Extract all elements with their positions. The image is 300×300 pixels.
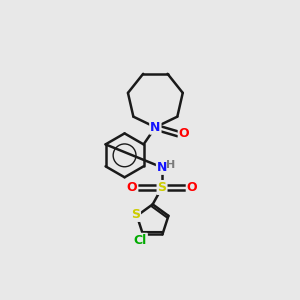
Text: S: S: [158, 181, 166, 194]
Text: O: O: [127, 181, 137, 194]
Text: Cl: Cl: [134, 234, 147, 247]
Text: O: O: [179, 128, 189, 140]
Text: N: N: [150, 121, 161, 134]
Text: S: S: [131, 208, 140, 221]
Text: H: H: [166, 160, 175, 170]
Text: O: O: [187, 181, 197, 194]
Text: N: N: [157, 161, 167, 174]
